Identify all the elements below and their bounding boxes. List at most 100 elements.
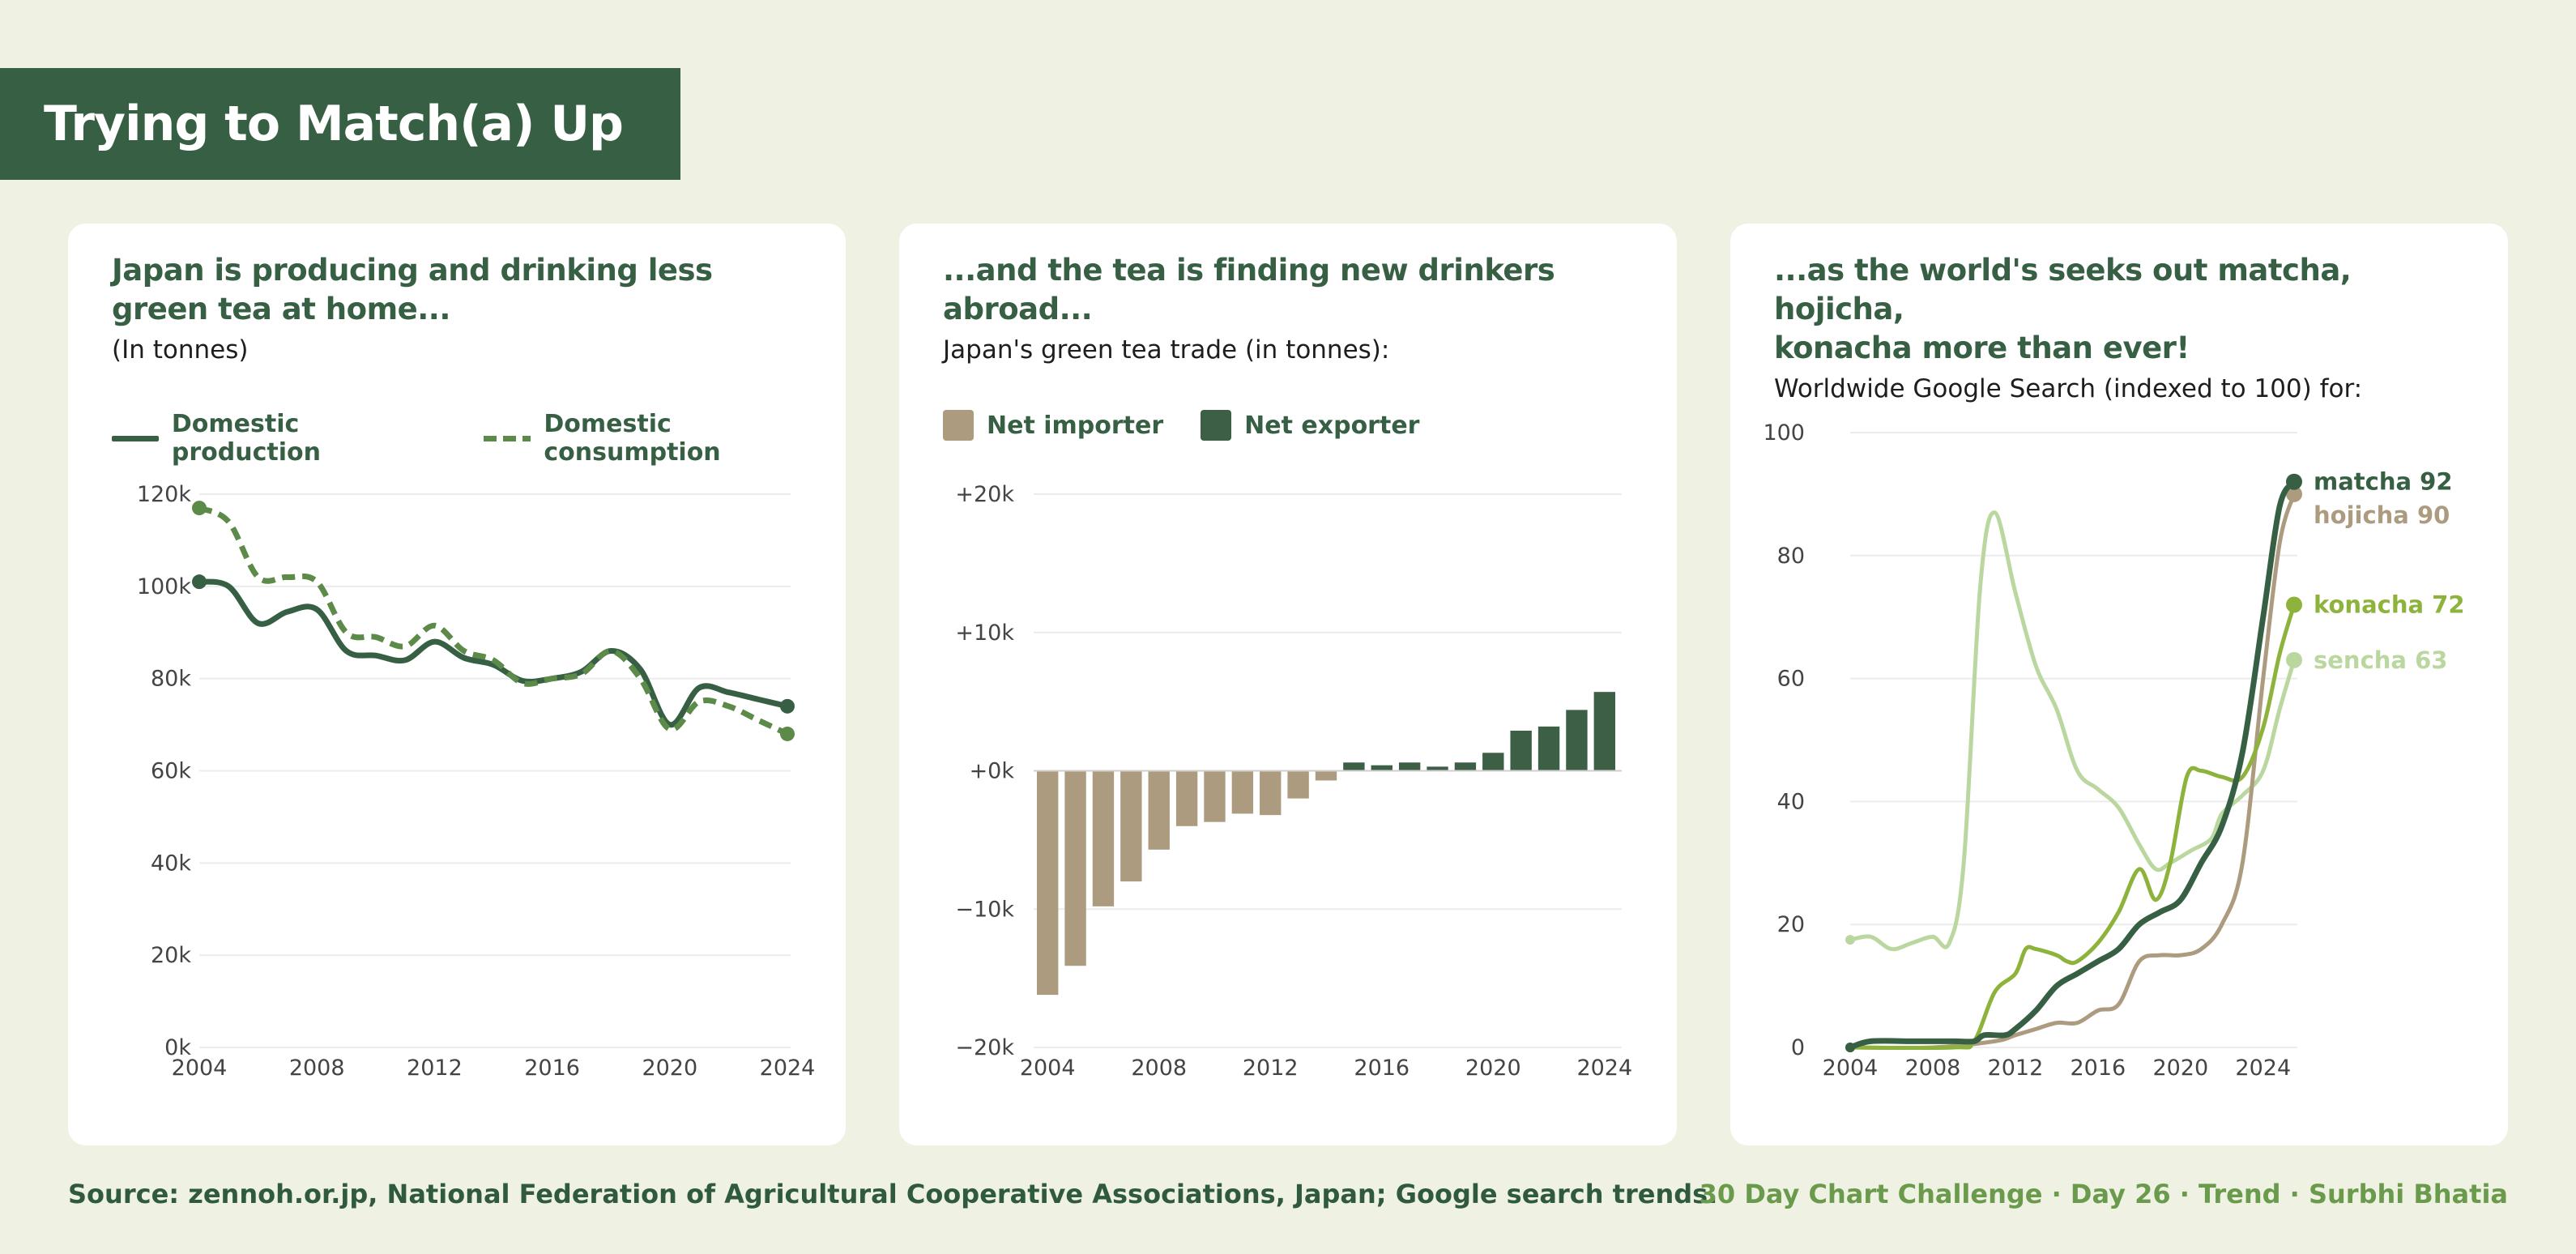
series-line-konacha — [1849, 604, 2297, 1051]
legend-swatch-dashed — [484, 435, 531, 441]
bar-2012 — [1260, 770, 1282, 816]
x-tick-label: 2024 — [760, 1056, 816, 1081]
panel-subtitle: Japan's green tea trade (in tonnes): — [943, 335, 1390, 365]
series-startpoint — [1845, 1043, 1855, 1052]
series-line-hojicha — [1849, 493, 2297, 1051]
series-endpoint — [780, 726, 795, 741]
page-title: Trying to Match(a) Up — [44, 96, 624, 152]
panel-header: Japan is producing and drinking less gre… — [112, 251, 808, 368]
series-endpoint — [780, 698, 795, 714]
legend-item-importer: Net importer — [943, 410, 1163, 441]
bar-2024 — [1593, 692, 1615, 771]
x-tick-label: 2012 — [1988, 1056, 2044, 1081]
legend-item-exporter: Net exporter — [1201, 410, 1419, 441]
bar-2006 — [1092, 770, 1115, 906]
x-tick-label: 2004 — [1823, 1056, 1879, 1081]
bar-2013 — [1287, 770, 1309, 799]
bar-2016 — [1371, 765, 1392, 771]
panel-header: ...as the world's seeks out matcha, hoji… — [1774, 251, 2471, 407]
series-startpoint — [1845, 935, 1855, 945]
x-tick-label: 2004 — [172, 1056, 228, 1081]
legend-label: Domestic production — [171, 410, 321, 467]
series-endpoint — [192, 574, 207, 590]
y-tick-label: +20k — [955, 482, 1014, 507]
x-tick-label: 2016 — [524, 1056, 580, 1081]
x-tick-label: 2024 — [1576, 1056, 1632, 1081]
credit-note: 30 Day Chart Challenge · Day 26 · Trend … — [1699, 1179, 2508, 1209]
y-tick-label: 120k — [137, 482, 192, 507]
panel-title-line2: konacha more than ever! — [1774, 331, 2190, 365]
bar-2020 — [1482, 753, 1504, 771]
panel-title-line2: green tea at home... — [112, 292, 450, 326]
y-tick-label: 100 — [1763, 420, 1805, 446]
bar-2010 — [1204, 770, 1226, 822]
y-tick-label: 60k — [151, 759, 191, 784]
series-label-hojicha: hojicha 90 — [2314, 501, 2450, 529]
legend-item-production: Domestic production — [112, 410, 446, 467]
series-endpoint-matcha — [2286, 473, 2302, 490]
chart-legend: Net importer Net exporter — [943, 410, 1419, 441]
bar-2022 — [1537, 726, 1560, 771]
bar-2015 — [1343, 762, 1365, 771]
x-tick-label: 2020 — [642, 1056, 697, 1081]
legend-label: Net importer — [987, 411, 1164, 440]
panel-title: ...and the tea is finding new drinkers a… — [943, 251, 1640, 329]
panel-domestic: Japan is producing and drinking less gre… — [68, 224, 846, 1145]
series-label-matcha: matcha 92 — [2314, 468, 2453, 496]
series-endpoint-hojicha — [2286, 485, 2302, 502]
legend-item-consumption: Domestic consumption — [484, 410, 846, 467]
source-note: Source: zennoh.or.jp, National Federatio… — [68, 1179, 1718, 1209]
series-endpoint-sencha — [2286, 651, 2302, 668]
series-label-sencha: sencha 63 — [2314, 646, 2447, 674]
x-tick-label: 2016 — [1354, 1056, 1410, 1081]
chart-legend: Domestic production Domestic consumption — [112, 410, 846, 467]
panel-search: ...as the world's seeks out matcha, hoji… — [1730, 224, 2508, 1145]
y-tick-label: 80k — [151, 667, 191, 692]
series-endpoint — [192, 501, 207, 516]
y-tick-label: 60 — [1777, 667, 1805, 692]
legend-label: Net exporter — [1244, 411, 1420, 440]
y-tick-label: 40k — [151, 851, 191, 876]
x-tick-label: 2008 — [1131, 1056, 1187, 1081]
y-tick-label: 0k — [164, 1035, 191, 1060]
x-tick-label: 2008 — [289, 1056, 345, 1081]
title-banner: Trying to Match(a) Up — [0, 68, 680, 180]
chart-search: 0 20 40 60 80 100 2004 2008 2012 2016 2020 2024 senc… — [1763, 420, 2465, 1081]
series-line-consumption — [198, 505, 789, 737]
panel-title: ...as the world's seeks out matcha, hoji… — [1774, 251, 2471, 368]
x-tick-label: 2020 — [1465, 1056, 1521, 1081]
x-tick-label: 2012 — [1243, 1056, 1299, 1081]
legend-swatch-tan — [943, 410, 974, 441]
bar-2011 — [1231, 770, 1254, 814]
panel-trade: ...and the tea is finding new drinkers a… — [899, 224, 1677, 1145]
bar-2019 — [1454, 762, 1477, 771]
bar-2023 — [1566, 710, 1588, 771]
series-line-production — [198, 578, 788, 728]
series-endpoint-konacha — [2286, 596, 2302, 613]
bar-2009 — [1175, 770, 1198, 826]
y-tick-label: −20k — [955, 1035, 1014, 1060]
bar-2014 — [1315, 770, 1337, 781]
y-tick-label: +10k — [955, 621, 1014, 646]
panel-title-line1: ...as the world's seeks out matcha, hoji… — [1774, 253, 2352, 326]
panel-subtitle: (In tonnes) — [112, 335, 249, 365]
y-tick-label: 80 — [1777, 544, 1805, 569]
x-tick-label: 2012 — [407, 1056, 463, 1081]
x-tick-label: 2008 — [1905, 1056, 1961, 1081]
bar-2007 — [1120, 770, 1142, 882]
bar-2008 — [1148, 770, 1170, 850]
panel-header: ...and the tea is finding new drinkers a… — [943, 251, 1640, 368]
panel-subtitle: Worldwide Google Search (indexed to 100)… — [1774, 374, 2363, 403]
y-tick-label: −10k — [955, 897, 1014, 922]
chart-trade: −20k −10k +0k +10k +20k 2004 2008 2012 2016 2020 2… — [955, 482, 1632, 1081]
chart-domestic: 0k 20k 40k 60k 80k 100k 120k 2004 2008 2012 2016 20… — [137, 482, 816, 1081]
panel-title: Japan is producing and drinking less gre… — [112, 251, 808, 329]
y-tick-label: 0 — [1791, 1035, 1805, 1060]
y-tick-label: +0k — [970, 759, 1015, 784]
y-tick-label: 20 — [1777, 912, 1805, 937]
series-label-konacha: konacha 72 — [2314, 591, 2465, 619]
legend-swatch-green — [1201, 410, 1232, 441]
x-tick-label: 2004 — [1020, 1056, 1076, 1081]
x-tick-label: 2016 — [2071, 1056, 2126, 1081]
y-tick-label: 100k — [137, 574, 192, 599]
